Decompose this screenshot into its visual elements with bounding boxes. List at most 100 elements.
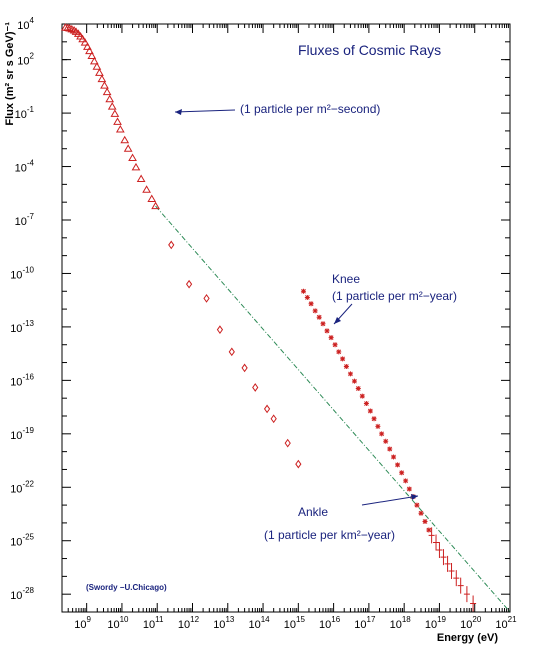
data-point-star-0 — [300, 288, 306, 294]
data-point-star-14 — [355, 385, 361, 391]
y-tick-label-8: 10-19 — [10, 426, 34, 442]
data-point-cross-5 — [448, 563, 455, 579]
data-point-triangle-18 — [102, 87, 112, 96]
arrow-ankle — [361, 495, 419, 506]
x-tick-label-5: 1014 — [248, 615, 270, 631]
data-point-star-11 — [343, 363, 349, 369]
x-tick-label-2: 1011 — [143, 615, 164, 631]
y-tick-label-3: 10-4 — [15, 159, 35, 175]
data-point-triangle-17 — [100, 81, 109, 89]
data-point-triangle-30 — [147, 194, 157, 203]
x-tick-label-4: 1013 — [213, 615, 235, 631]
data-point-triangle-15 — [95, 68, 104, 76]
x-tick-label-11: 1020 — [460, 615, 482, 631]
data-point-star-18 — [371, 416, 377, 422]
data-point-star-1 — [304, 294, 310, 300]
x-tick-label-0: 109 — [74, 615, 91, 631]
data-point-triangle-9 — [80, 38, 90, 46]
data-point-star-24 — [395, 462, 401, 468]
annotation-ankle-rate: (1 particle per km²−year) — [264, 528, 395, 542]
data-point-star-29 — [414, 502, 420, 508]
data-point-cross-3 — [440, 549, 447, 566]
y-tick-label-6: 10-13 — [10, 319, 34, 335]
data-point-triangle-26 — [128, 153, 137, 162]
arrow-second — [174, 109, 236, 113]
data-point-star-6 — [324, 328, 330, 334]
tick-layer: 109 1010 1011 1012 1013 1014 1015 1016 1017 1018 1… — [10, 16, 517, 631]
data-point-diamond-7 — [263, 404, 271, 414]
data-point-diamond-3 — [216, 325, 224, 335]
x-tick-label-1: 1010 — [107, 615, 129, 631]
data-point-triangle-22 — [113, 117, 122, 125]
data-point-cross-9 — [470, 595, 477, 612]
data-point-diamond-1 — [185, 279, 193, 289]
y-tick-label-5: 10-10 — [10, 265, 34, 281]
x-tick-label-3: 1012 — [178, 615, 200, 631]
data-point-star-19 — [375, 423, 381, 429]
data-point-triangle-31 — [151, 201, 160, 210]
data-point-triangle-8 — [78, 34, 88, 43]
data-point-triangle-10 — [83, 42, 92, 50]
data-point-diamond-6 — [252, 383, 259, 392]
data-point-triangle-21 — [110, 109, 120, 117]
data-point-triangle-2 — [65, 23, 75, 32]
data-point-star-25 — [399, 470, 405, 476]
data-point-star-8 — [332, 342, 338, 348]
data-point-cross-0 — [428, 527, 435, 544]
data-point-star-15 — [359, 393, 365, 399]
data-point-star-20 — [379, 431, 385, 437]
data-point-star-21 — [383, 438, 389, 444]
data-point-star-3 — [312, 308, 318, 314]
y-tick-label-7: 10-16 — [10, 372, 34, 388]
arrow-second-head — [175, 109, 182, 115]
data-point-star-7 — [328, 335, 334, 341]
annotation-second: (1 particle per m²−second) — [240, 102, 380, 116]
x-tick-label-9: 1018 — [390, 615, 412, 631]
data-point-diamond-4 — [228, 347, 235, 357]
data-point-star-31 — [422, 518, 428, 524]
x-axis-label: Energy (eV) — [437, 632, 498, 644]
data-marks-layer — [61, 23, 477, 612]
data-point-triangle-14 — [92, 62, 102, 70]
data-point-star-4 — [316, 314, 322, 320]
data-point-cross-1 — [433, 534, 440, 551]
data-point-triangle-11 — [85, 46, 94, 55]
annotation-ankle: Ankle — [298, 505, 328, 519]
x-tick-label-8: 1017 — [354, 615, 376, 631]
y-tick-label-1: 102 — [17, 52, 34, 68]
data-point-triangle-29 — [142, 185, 151, 193]
x-tick-label-6: 1015 — [284, 615, 306, 631]
data-point-star-13 — [351, 378, 357, 384]
data-point-cross-8 — [463, 586, 470, 603]
data-point-star-9 — [336, 349, 342, 355]
data-point-star-27 — [406, 486, 412, 492]
data-point-triangle-19 — [105, 94, 115, 103]
data-point-triangle-4 — [69, 26, 79, 34]
y-tick-label-9: 10-22 — [10, 479, 34, 495]
data-point-star-12 — [347, 371, 353, 377]
data-point-triangle-27 — [131, 162, 141, 171]
x-tick-label-12: 1021 — [495, 615, 517, 631]
data-point-triangle-1 — [63, 23, 73, 31]
arrow-knee-head — [334, 317, 341, 324]
data-point-cross-6 — [453, 570, 460, 587]
y-tick-label-11: 10-28 — [10, 586, 34, 602]
data-point-triangle-28 — [136, 174, 146, 182]
y-tick-label-4: 10-7 — [15, 212, 35, 228]
data-point-triangle-13 — [89, 56, 99, 65]
data-point-cross-7 — [457, 577, 464, 594]
data-point-star-2 — [308, 301, 314, 307]
reference-line-layer — [155, 205, 511, 613]
y-axis-label: Flux (m² sr s GeV)⁻¹ — [4, 22, 16, 126]
data-point-star-10 — [340, 356, 346, 362]
arrow-ankle-head — [411, 494, 418, 500]
credit-label: (Swordy −U.Chicago) — [86, 583, 167, 592]
data-point-triangle-24 — [120, 135, 130, 144]
data-point-star-26 — [403, 478, 409, 484]
data-point-diamond-5 — [241, 363, 248, 373]
x-tick-label-7: 1016 — [319, 615, 341, 631]
data-point-triangle-23 — [115, 125, 125, 133]
data-point-star-32 — [426, 527, 432, 533]
data-point-star-17 — [367, 408, 373, 414]
